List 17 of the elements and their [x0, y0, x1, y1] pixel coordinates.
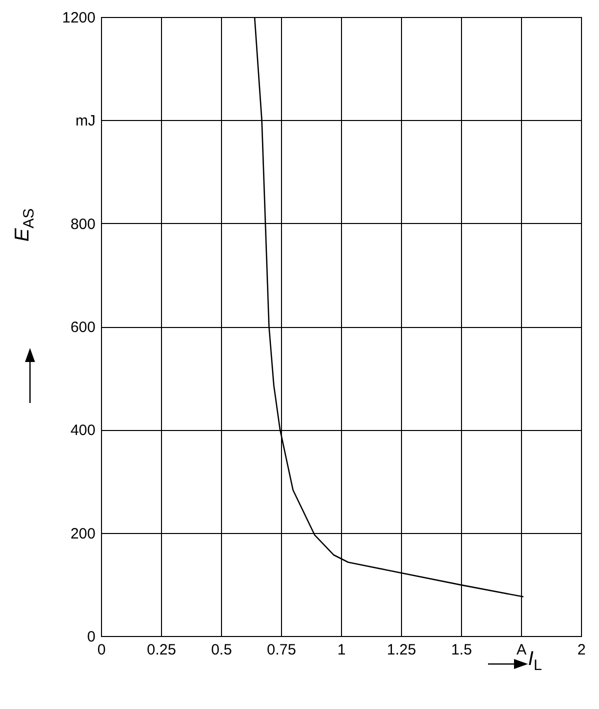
x-axis-title: I$_{L}$ [528, 648, 542, 674]
y-tick-label: 600 [70, 319, 96, 336]
x-tick-label: 0.75 [266, 642, 296, 658]
y-tick-label: 200 [70, 525, 96, 542]
x-tick-label: 0.25 [146, 642, 176, 658]
x-tick-label: 0.5 [211, 642, 232, 658]
y-tick-label: mJ [76, 112, 96, 130]
x-tick-label: 2 [577, 642, 586, 658]
y-tick-label: 0 [87, 628, 96, 646]
y-tick-label: 1200 [62, 10, 96, 26]
y-tick-label: 800 [70, 216, 96, 233]
x-tick-label: A [516, 642, 527, 658]
x-tick-label: 1 [337, 642, 346, 658]
y-tick-label: 400 [70, 422, 96, 440]
x-tick-label: 1.5 [451, 642, 472, 658]
x-tick-label: 0 [97, 642, 106, 658]
x-tick-label: 1.25 [386, 642, 416, 658]
